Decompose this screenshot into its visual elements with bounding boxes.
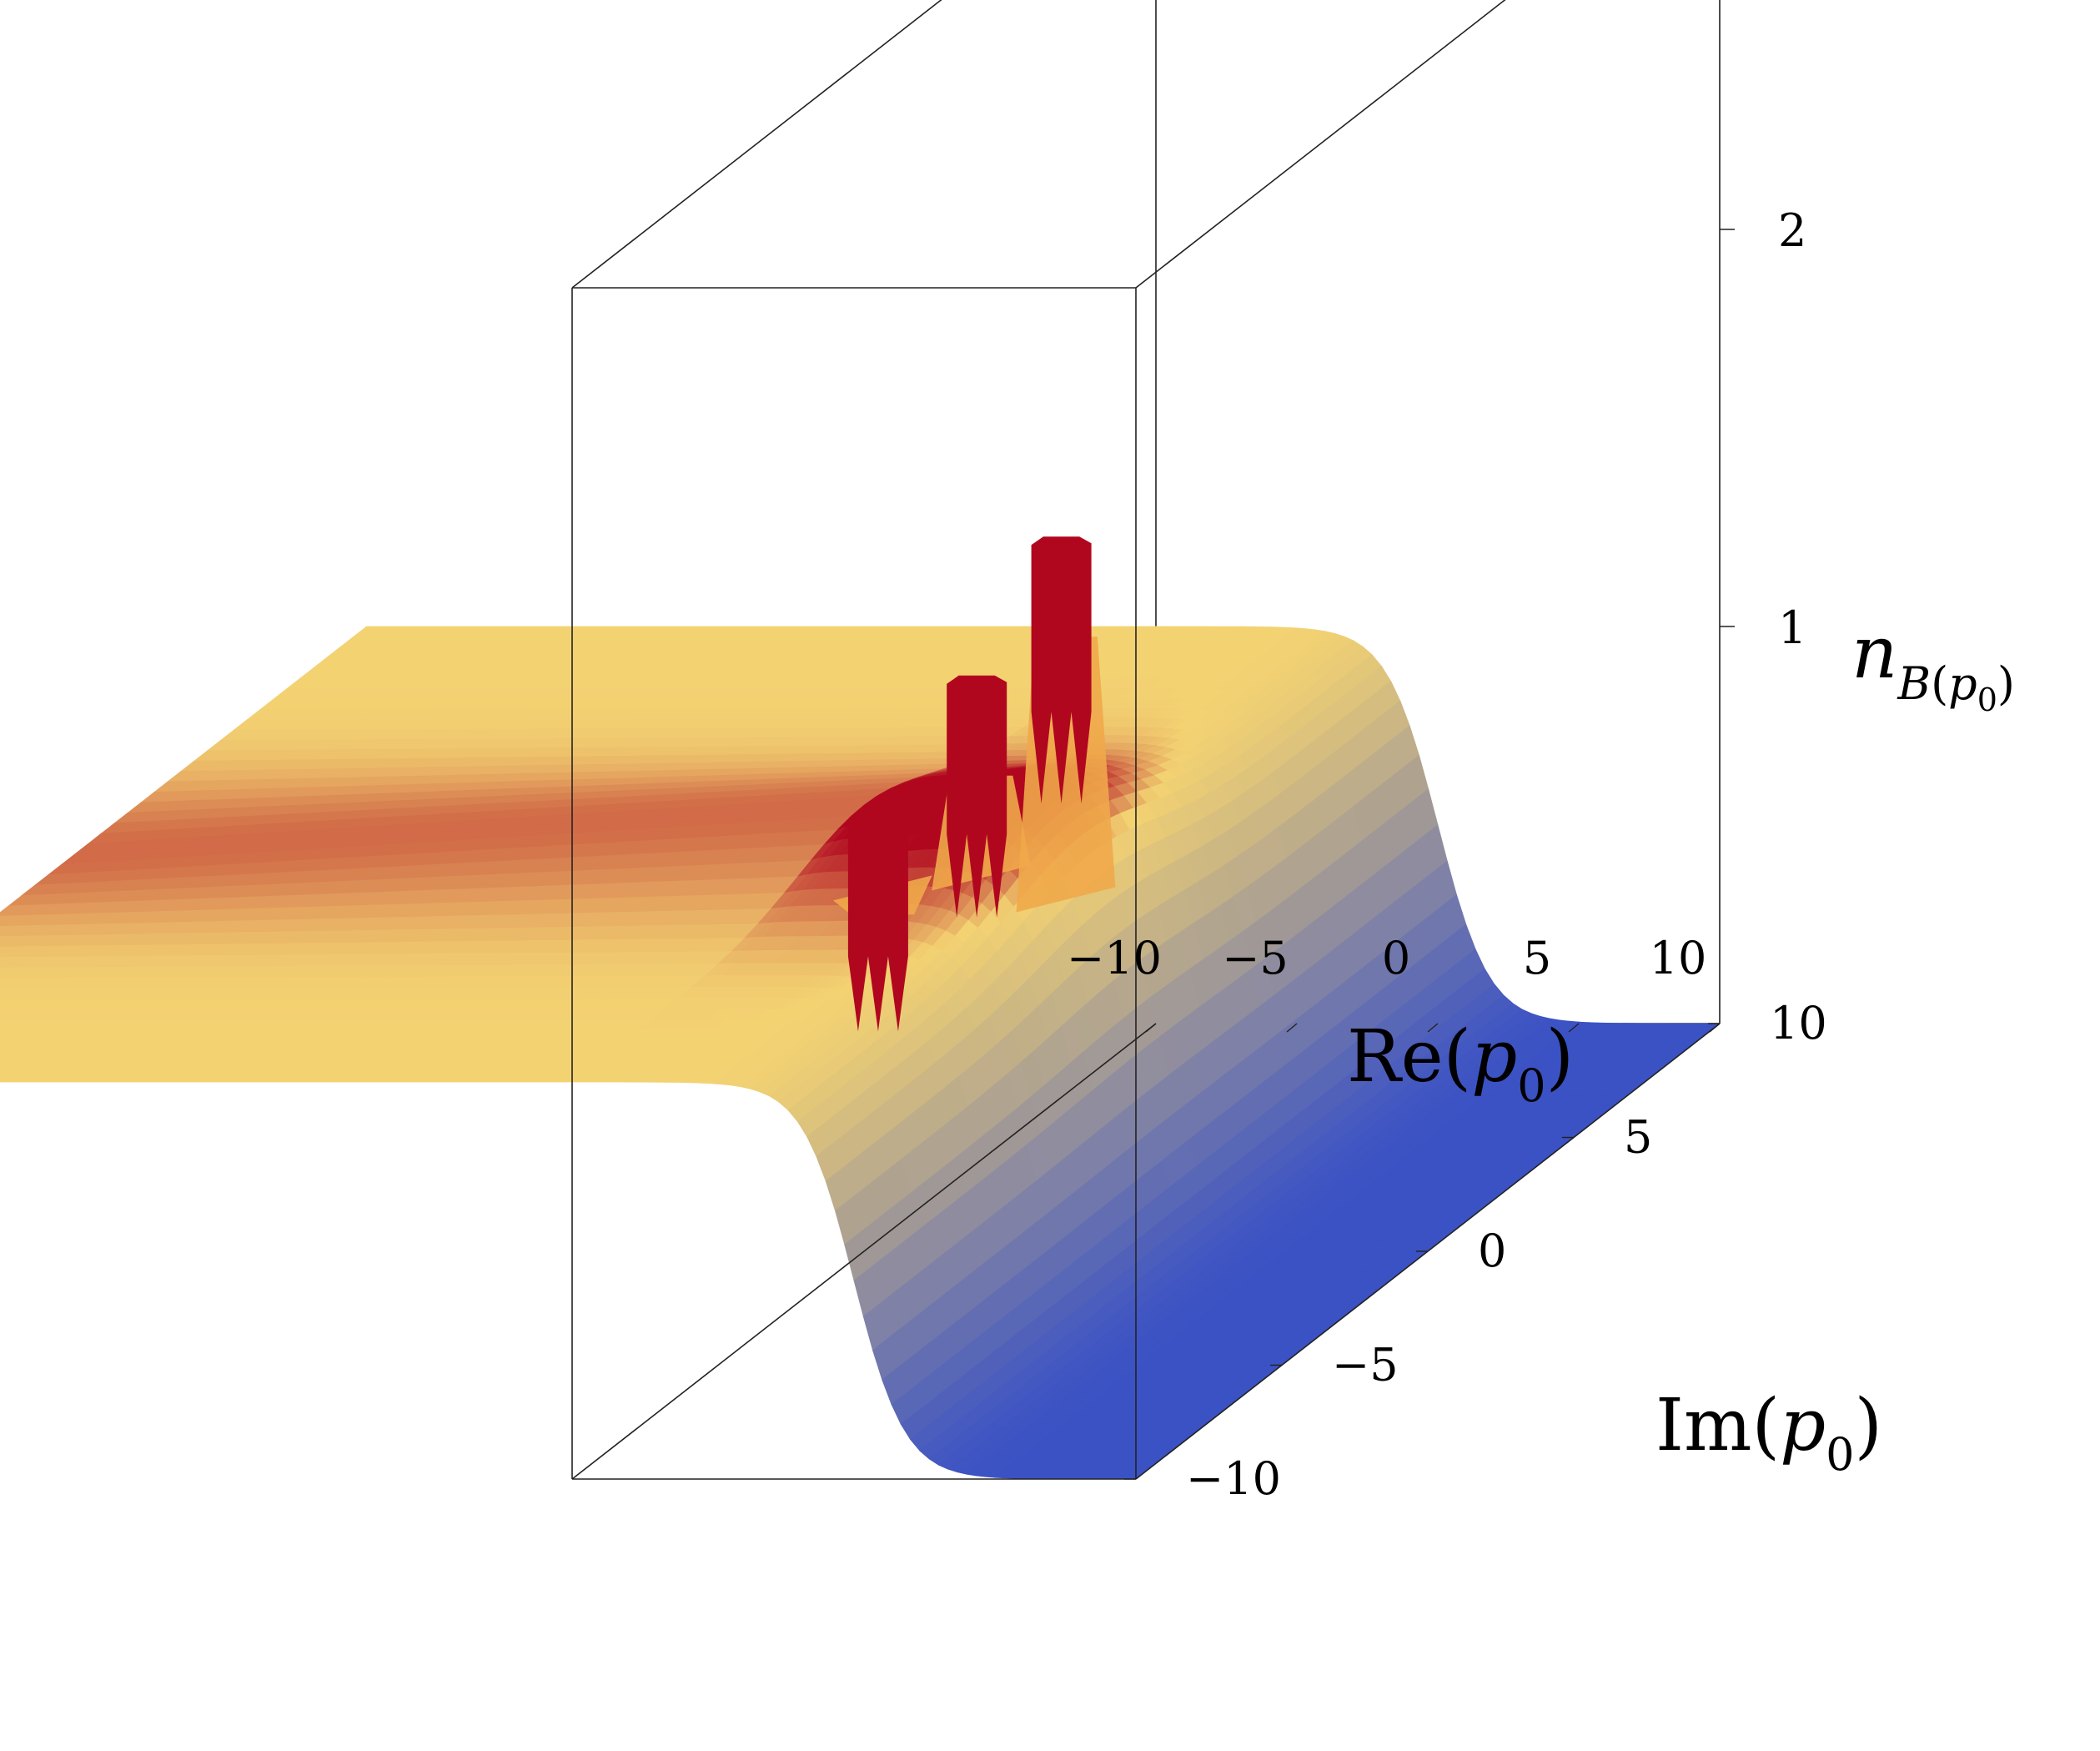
box-edge — [1135, 0, 1506, 289]
surface-cell — [312, 657, 1118, 668]
surface-cell — [0, 1039, 626, 1052]
surface-cell — [0, 998, 680, 1010]
surface-cell — [259, 697, 1064, 710]
z-tick-label: 2 — [1778, 204, 1806, 257]
peak-3 — [1031, 536, 1092, 804]
axis-labels: Re(p0) Im(p0) nB(p0) — [1347, 611, 2015, 1481]
y-tick-label: 10 — [1770, 997, 1827, 1049]
surface-cell — [325, 647, 1131, 658]
z-tick-label: 1 — [1778, 601, 1806, 654]
x-tick — [1286, 1023, 1298, 1033]
surface-cell — [246, 707, 1051, 721]
box-edge — [571, 1023, 1157, 1480]
y-tick-label: −5 — [1332, 1339, 1399, 1391]
x-tick-label: −10 — [1067, 932, 1162, 984]
x-tick — [1145, 1023, 1157, 1033]
surface-cell — [0, 1060, 600, 1072]
surface-cell — [0, 1019, 653, 1031]
surface-cell — [0, 987, 693, 999]
x-tick — [1568, 1023, 1580, 1033]
x-tick-label: 10 — [1650, 932, 1707, 984]
surface-cell — [0, 1071, 587, 1083]
y-tick-label: 0 — [1478, 1225, 1506, 1277]
x-tick-label: 0 — [1382, 932, 1410, 984]
y-axis-label: Im(p0) — [1655, 1384, 1882, 1481]
surface-cell — [0, 1050, 613, 1062]
plot-box-front — [571, 0, 1721, 1480]
box-edge — [571, 0, 942, 289]
x-tick-label: −5 — [1222, 932, 1289, 984]
surface-cell — [0, 1029, 640, 1041]
surface-peaks — [832, 536, 1116, 1032]
x-axis-label: Re(p0) — [1347, 1015, 1574, 1112]
y-tick-label: −10 — [1186, 1452, 1281, 1505]
peak-2 — [947, 675, 1007, 918]
peak-1 — [847, 814, 908, 1032]
z-axis-label: nB(p0) — [1851, 611, 2015, 718]
surface-cell — [339, 636, 1144, 648]
surface-cell — [0, 1009, 666, 1020]
x-tick — [1709, 1023, 1721, 1033]
surface-mesh — [0, 626, 1721, 1480]
y-tick-label: 5 — [1624, 1111, 1652, 1164]
x-tick — [1427, 1023, 1439, 1033]
surface-cell — [0, 975, 706, 989]
x-tick-label: 5 — [1523, 932, 1551, 984]
